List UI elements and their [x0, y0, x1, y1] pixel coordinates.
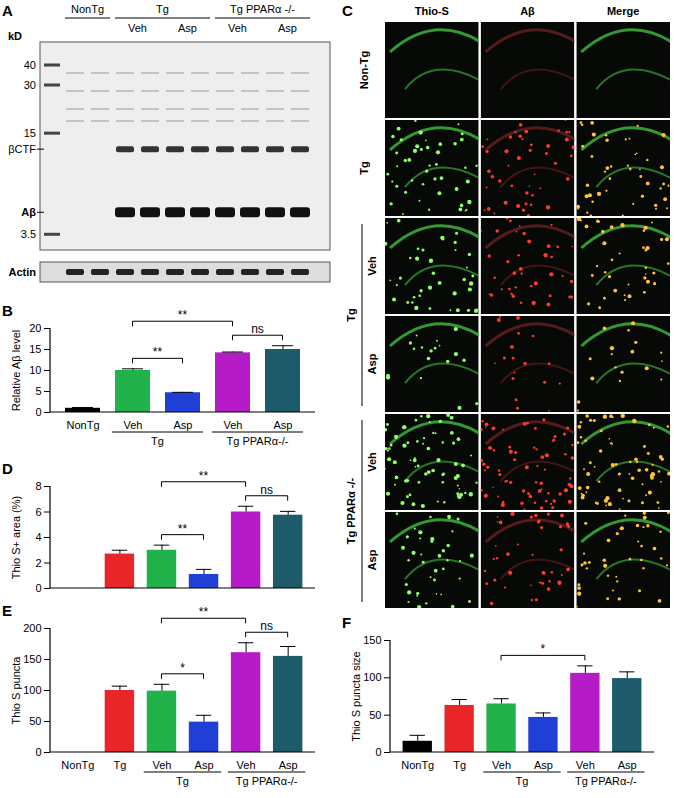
svg-text:20: 20 — [29, 322, 41, 334]
svg-text:10: 10 — [29, 364, 41, 376]
html-text:A: A — [2, 2, 13, 19]
svg-text:Asp: Asp — [366, 353, 378, 374]
svg-text:Veh: Veh — [492, 759, 511, 771]
svg-text:βCTF: βCTF — [8, 143, 36, 155]
svg-text:0: 0 — [35, 746, 41, 758]
svg-text:Tg: Tg — [113, 759, 126, 771]
svg-text:Tg: Tg — [156, 3, 169, 15]
svg-text:3.5: 3.5 — [21, 228, 36, 240]
svg-text:kD: kD — [8, 30, 22, 42]
html-text:E: E — [2, 602, 12, 619]
svg-text:2: 2 — [35, 557, 41, 569]
svg-text:NonTg: NonTg — [71, 3, 104, 15]
svg-text:Veh: Veh — [576, 759, 595, 771]
svg-text:Thio S puncta: Thio S puncta — [10, 656, 22, 725]
svg-text:**: ** — [153, 345, 163, 359]
svg-text:0: 0 — [35, 582, 41, 594]
svg-text:*: * — [541, 642, 546, 656]
svg-text:6: 6 — [35, 506, 41, 518]
svg-text:Asp: Asp — [534, 759, 553, 771]
svg-text:Veh: Veh — [152, 759, 171, 771]
svg-text:NonTg: NonTg — [66, 419, 99, 431]
svg-text:Asp: Asp — [366, 549, 378, 570]
svg-text:8: 8 — [35, 480, 41, 492]
svg-text:**: ** — [199, 605, 209, 619]
svg-text:4: 4 — [35, 531, 41, 543]
svg-text:Tg PPARα -/-: Tg PPARα -/- — [230, 3, 295, 15]
svg-text:Thio S puncta size: Thio S puncta size — [350, 651, 362, 742]
svg-text:ns: ns — [251, 322, 264, 336]
svg-text:Thio S+ area (%): Thio S+ area (%) — [10, 496, 22, 579]
svg-text:Tg: Tg — [516, 775, 529, 787]
svg-text:15: 15 — [29, 343, 41, 355]
svg-text:150: 150 — [363, 634, 381, 646]
svg-text:ns: ns — [260, 483, 273, 497]
html-text:D: D — [2, 460, 13, 477]
svg-text:200: 200 — [23, 622, 41, 634]
svg-text:Tg: Tg — [345, 308, 357, 321]
svg-text:0: 0 — [375, 746, 381, 758]
svg-text:100: 100 — [363, 671, 381, 683]
svg-text:**: ** — [199, 469, 209, 483]
svg-text:Tg: Tg — [151, 435, 164, 447]
svg-text:Relative Aβ level: Relative Aβ level — [10, 330, 22, 412]
svg-text:Tg PPARα-/-: Tg PPARα-/- — [227, 435, 289, 447]
svg-text:Aβ: Aβ — [520, 5, 535, 17]
svg-text:Asp: Asp — [278, 22, 297, 34]
svg-text:Veh: Veh — [366, 256, 378, 276]
svg-text:Actin: Actin — [9, 266, 37, 278]
svg-text:Veh: Veh — [128, 22, 147, 34]
svg-text:Tg: Tg — [358, 161, 370, 174]
svg-text:Asp: Asp — [279, 759, 298, 771]
html-text:B: B — [2, 302, 13, 319]
svg-text:NonTg: NonTg — [61, 759, 94, 771]
svg-text:Tg PPARα -/-: Tg PPARα -/- — [345, 477, 357, 544]
svg-text:50: 50 — [29, 715, 41, 727]
svg-text:Non-Tg: Non-Tg — [358, 51, 370, 89]
svg-text:0: 0 — [35, 406, 41, 418]
svg-text:100: 100 — [23, 684, 41, 696]
svg-text:**: ** — [178, 308, 188, 322]
svg-text:Asp: Asp — [618, 759, 637, 771]
svg-text:Thio-S: Thio-S — [415, 5, 449, 17]
svg-text:Veh: Veh — [237, 759, 256, 771]
svg-text:Veh: Veh — [224, 419, 243, 431]
svg-text:30: 30 — [24, 79, 36, 91]
svg-text:50: 50 — [369, 709, 381, 721]
svg-text:*: * — [180, 661, 185, 675]
svg-text:Tg: Tg — [176, 775, 189, 787]
svg-text:Tg PPARα-/-: Tg PPARα-/- — [236, 775, 298, 787]
svg-text:ns: ns — [260, 619, 273, 633]
svg-text:15: 15 — [24, 127, 36, 139]
svg-text:NonTg: NonTg — [401, 759, 434, 771]
svg-text:5: 5 — [35, 385, 41, 397]
svg-text:Veh: Veh — [124, 419, 143, 431]
svg-text:Asp: Asp — [174, 419, 193, 431]
svg-text:Asp: Asp — [178, 22, 197, 34]
svg-text:Veh: Veh — [366, 452, 378, 472]
svg-text:Asp: Asp — [195, 759, 214, 771]
html-text:F: F — [342, 614, 352, 631]
svg-text:150: 150 — [23, 653, 41, 665]
html-text:C: C — [342, 2, 353, 19]
svg-text:Merge: Merge — [607, 5, 639, 17]
svg-text:Asp: Asp — [274, 419, 293, 431]
svg-text:Aβ: Aβ — [21, 206, 36, 218]
svg-text:**: ** — [178, 522, 188, 536]
svg-text:Tg: Tg — [453, 759, 466, 771]
svg-text:Tg PPARα-/-: Tg PPARα-/- — [575, 775, 637, 787]
svg-text:Veh: Veh — [228, 22, 247, 34]
svg-text:40: 40 — [24, 59, 36, 71]
